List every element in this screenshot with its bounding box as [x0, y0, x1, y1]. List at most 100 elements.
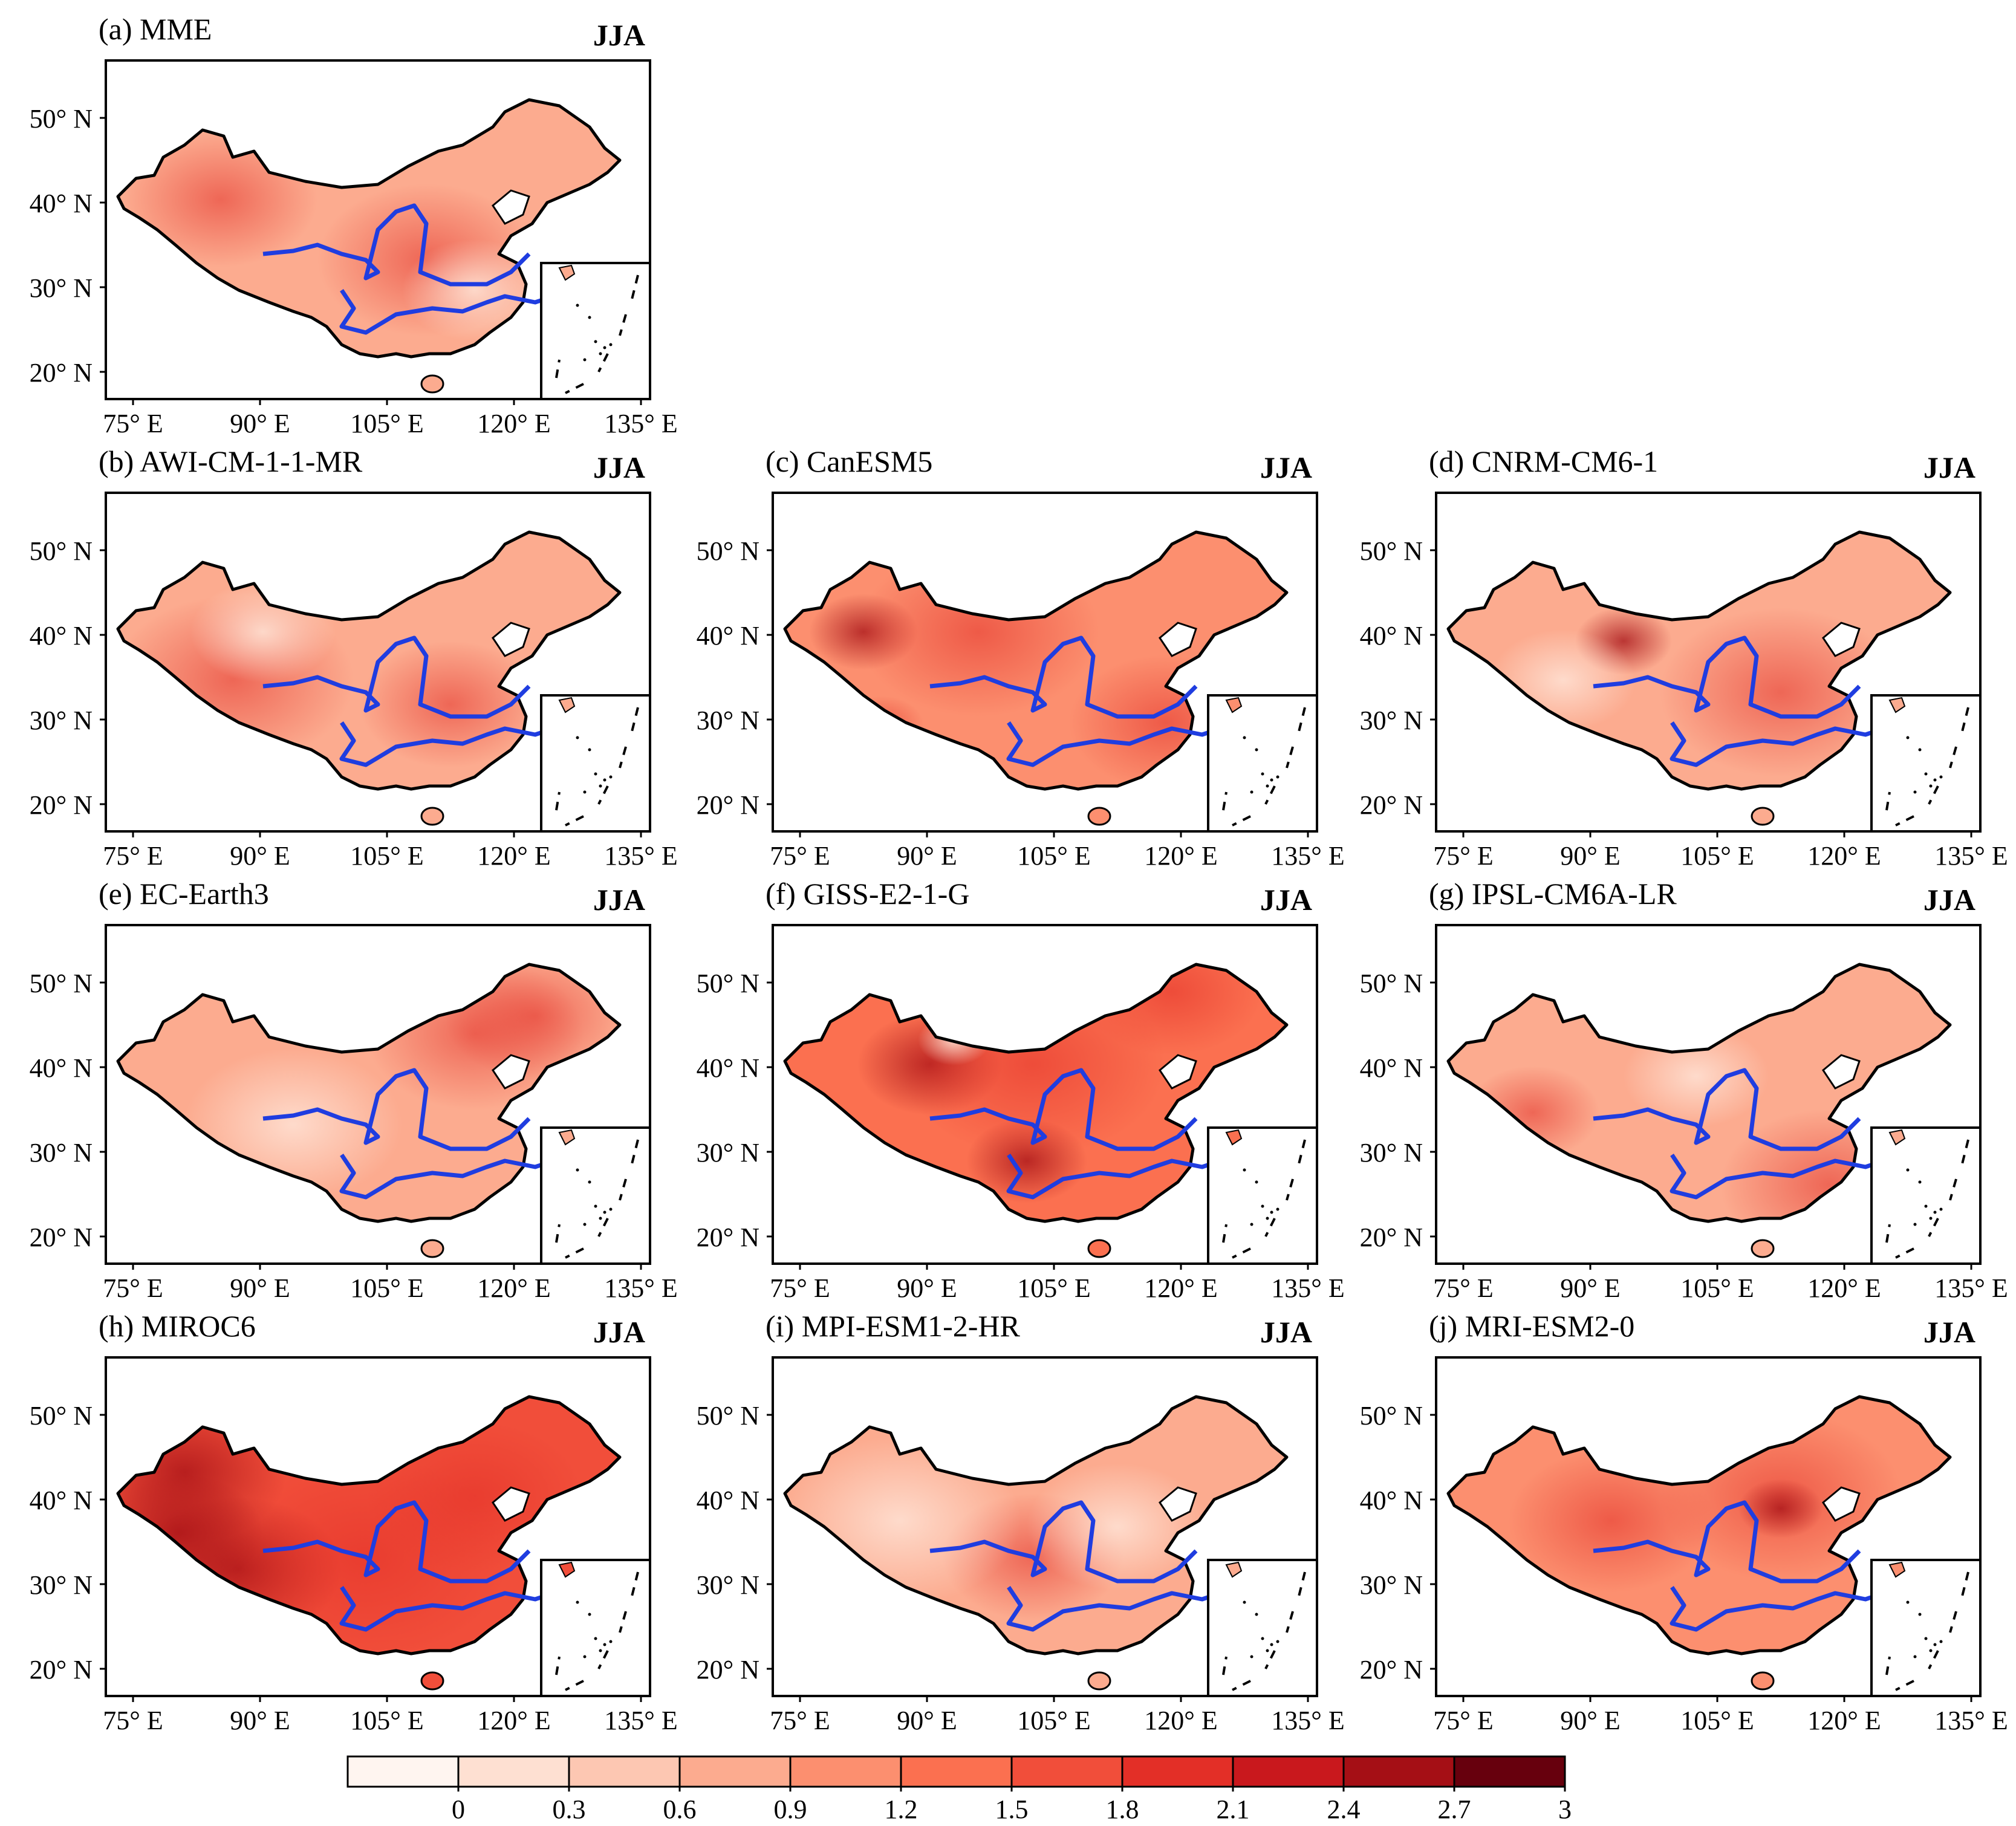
- hainan-island: [420, 1239, 444, 1258]
- anomaly-contour: [1738, 1479, 1823, 1538]
- map-panel-mme: (a) MME JJA 50° N 40° N 30° N 20° N 75° E 90° E…: [30, 12, 678, 438]
- country-border: [116, 1395, 622, 1655]
- map-panel-awi-cm-1-1-mr: (b) AWI-CM-1-1-MR JJA 50° N 40° N 30° N 20° N…: [30, 444, 678, 871]
- map-panel-canesm5: (c) CanESM5 JJA 50° N 40° N 30° N 20° N 75° E 9…: [697, 444, 1345, 871]
- lat-tick-label: 50° N: [697, 536, 759, 566]
- inset-coast: [1888, 1561, 1906, 1578]
- lat-tick-label: 20° N: [30, 1655, 93, 1685]
- lat-tick-label: 30° N: [697, 706, 759, 735]
- inset-island: [1929, 1649, 1933, 1652]
- lat-tick-label: 30° N: [1360, 1138, 1423, 1168]
- inset-island: [583, 1223, 587, 1226]
- lon-tick-label: 135° E: [604, 1273, 677, 1303]
- inset-frame: [540, 1559, 651, 1697]
- lat-tick-label: 50° N: [30, 1401, 93, 1431]
- inset-island: [1270, 778, 1273, 782]
- yellow-river: [1593, 635, 1861, 719]
- inset-island: [594, 1204, 597, 1208]
- bohai-sea: [1822, 1054, 1861, 1090]
- yellow-river: [262, 203, 531, 287]
- lon-tick-label: 105° E: [1680, 1273, 1754, 1303]
- lat-tick-label: 40° N: [697, 621, 759, 651]
- country-border: [783, 1395, 1289, 1655]
- lon-tick-label: 75° E: [1433, 841, 1493, 871]
- lat-tick-label: 30° N: [697, 1138, 759, 1168]
- inset-island: [1918, 1613, 1922, 1616]
- inset-island: [1276, 775, 1280, 779]
- country-border: [116, 963, 622, 1223]
- panel-title: (a) MME: [99, 12, 212, 46]
- hainan-island: [1751, 807, 1775, 826]
- season-label: JJA: [1260, 450, 1312, 484]
- inset-island: [576, 736, 579, 739]
- lat-tick-label: 50° N: [1360, 536, 1423, 566]
- inset-coast: [558, 1561, 576, 1578]
- hainan-island: [420, 807, 444, 826]
- map-panel-ec-earth3: (e) EC-Earth3 JJA 50° N 40° N 30° N 20° N 75° …: [30, 877, 678, 1303]
- inset-island: [594, 1637, 597, 1640]
- lon-tick-label: 75° E: [770, 1273, 830, 1303]
- lon-tick-label: 75° E: [1433, 1706, 1493, 1735]
- lon-tick-label: 90° E: [230, 1273, 290, 1303]
- inset-island: [1250, 790, 1253, 794]
- inset-island: [1924, 772, 1928, 776]
- inset-island: [1939, 775, 1943, 779]
- lon-tick-label: 105° E: [1017, 1273, 1090, 1303]
- china-map: [1446, 963, 1952, 1258]
- colorbar-label: 1.5: [995, 1795, 1029, 1824]
- inset-island: [1906, 1600, 1910, 1604]
- bohai-sea: [492, 1054, 530, 1090]
- colorbar-label: 3: [1558, 1795, 1572, 1824]
- colorbar-label: 0: [452, 1795, 465, 1824]
- anomaly-contour: [1081, 964, 1263, 1055]
- season-label: JJA: [1923, 1315, 1975, 1349]
- lon-tick-label: 105° E: [350, 409, 423, 438]
- colorbar-segment: [900, 1755, 1013, 1788]
- colorbar-label: 2.4: [1327, 1795, 1361, 1824]
- lat-tick-label: 20° N: [1360, 1655, 1423, 1685]
- lon-tick-label: 120° E: [477, 409, 550, 438]
- yellow-river: [1593, 1500, 1861, 1584]
- lat-tick-label: 50° N: [1360, 969, 1423, 998]
- lon-tick-label: 135° E: [1271, 1706, 1344, 1735]
- anomaly-contour: [1027, 1463, 1208, 1590]
- china-map: [116, 530, 622, 826]
- map-panel-cnrm-cm6-1: (d) CNRM-CM6-1 JJA 50° N 40° N 30° N 20° N 75°…: [1360, 444, 2008, 871]
- lat-tick-label: 40° N: [1360, 621, 1423, 651]
- inset-island: [609, 775, 613, 779]
- inset-island: [588, 1613, 591, 1616]
- yellow-river: [262, 635, 531, 719]
- inset-island: [1929, 784, 1933, 788]
- lon-tick-label: 120° E: [477, 1273, 550, 1303]
- colorbar-label: 2.7: [1438, 1795, 1471, 1824]
- inset-island: [609, 343, 613, 346]
- colorbar-label: 0.3: [553, 1795, 586, 1824]
- inset-island: [1913, 1655, 1917, 1659]
- map-panel-ipsl-cm6a-lr: (g) IPSL-CM6A-LR JJA 50° N 40° N 30° N 20° N 7…: [1360, 877, 2008, 1303]
- lon-tick-label: 135° E: [1271, 841, 1344, 871]
- colorbar-segment: [568, 1755, 681, 1788]
- bohai-sea: [1159, 1486, 1197, 1522]
- lat-tick-label: 40° N: [697, 1486, 759, 1515]
- lon-tick-label: 90° E: [897, 1273, 957, 1303]
- inset-island: [1933, 1643, 1937, 1646]
- lat-tick-label: 30° N: [30, 273, 93, 303]
- inset-coast: [558, 697, 576, 713]
- lon-tick-label: 120° E: [1807, 1706, 1881, 1735]
- lon-tick-label: 135° E: [1934, 1706, 2008, 1735]
- inset-island: [594, 340, 597, 343]
- inset-coast: [558, 264, 576, 281]
- panel-title: (g) IPSL-CM6A-LR: [1429, 877, 1677, 911]
- lon-tick-label: 105° E: [350, 1706, 423, 1735]
- inset-island: [603, 346, 606, 349]
- inset-island: [1924, 1637, 1928, 1640]
- inset-island: [1255, 748, 1258, 752]
- inset-frame: [1207, 1559, 1318, 1697]
- lon-tick-label: 105° E: [350, 841, 423, 871]
- season-label: JJA: [593, 18, 645, 52]
- lon-tick-label: 135° E: [1934, 1273, 2008, 1303]
- south-china-sea-inset: [1870, 1559, 1982, 1697]
- lat-tick-label: 20° N: [30, 358, 93, 388]
- lat-tick-label: 50° N: [1360, 1401, 1423, 1431]
- south-china-sea-inset: [1207, 1126, 1318, 1265]
